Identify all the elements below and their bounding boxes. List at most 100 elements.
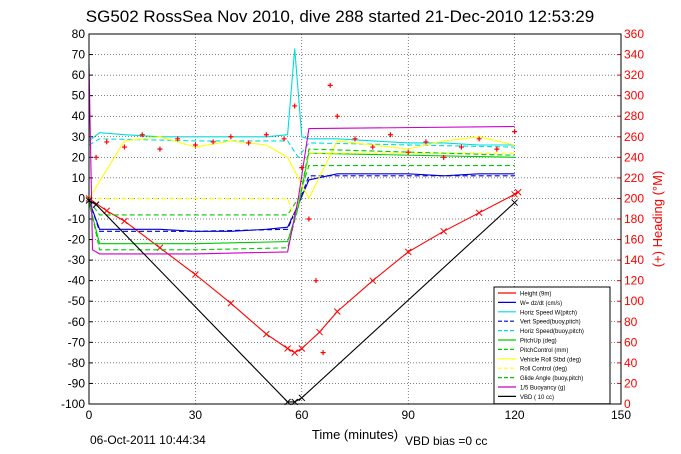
y-tick-label: 0	[78, 191, 85, 205]
right-y-tick-label: 60	[624, 335, 638, 349]
y-tick-label: 70	[72, 48, 86, 62]
right-y-tick-label: 180	[624, 212, 644, 226]
right-y-tick-label: 100	[624, 294, 644, 308]
heading-point	[476, 136, 482, 142]
series-marker	[192, 271, 199, 278]
y-tick-label: 20	[72, 150, 86, 164]
y-tick-label: -90	[68, 376, 86, 390]
legend: Height (9m) W= dz/dt (cm/s) Horiz Speed W(…	[493, 286, 611, 405]
heading-point	[441, 154, 447, 160]
series-marker	[514, 188, 522, 196]
right-y-tick-label: 280	[624, 109, 644, 123]
x-tick-label: 90	[402, 408, 416, 422]
right-y-tick-label: 160	[624, 233, 644, 247]
legend-box	[493, 286, 611, 405]
legend-label: Vehicle Roll Stbd (deg)	[520, 357, 581, 363]
heading-point	[192, 142, 198, 148]
series-marker	[227, 299, 235, 307]
legend-label: PitchUp (deg)	[520, 339, 557, 345]
y-tick-label: -80	[68, 356, 86, 370]
plot-frame	[88, 33, 622, 405]
x-tick-label: 0	[86, 408, 93, 422]
chart-title: SG502 RossSea Nov 2010, dive 288 started…	[86, 7, 594, 26]
legend-label: 1/5 Buoyancy (g)	[520, 386, 565, 392]
heading-point	[387, 132, 393, 138]
y-tick-label: -50	[68, 294, 86, 308]
heading-point	[334, 113, 340, 119]
heading-point	[458, 144, 464, 150]
series-marker	[333, 308, 341, 315]
right-y-tick-label: 300	[624, 89, 644, 103]
y-tick-label: 50	[72, 89, 86, 103]
series-marker	[404, 248, 412, 256]
vbd-bias-footer: VBD bias =0 cc	[405, 434, 487, 448]
legend-label: PitchControl (mm)	[520, 348, 568, 354]
right-y-tick-label: 20	[624, 376, 638, 390]
legend-label: W= dz/dt (cm/s)	[520, 301, 562, 307]
x-tick-label: 120	[505, 408, 525, 422]
series-marker	[298, 394, 306, 402]
right-y-tick-label: 200	[624, 191, 644, 205]
heading-point	[228, 134, 234, 140]
heading-point	[299, 165, 305, 171]
y-tick-label: -10	[68, 212, 86, 226]
right-y-tick-label: 0	[624, 397, 631, 411]
series-line	[88, 165, 515, 216]
heading-point	[281, 136, 287, 142]
series-line	[88, 138, 515, 159]
y-tick-label: 40	[72, 109, 86, 123]
y-tick-label: 60	[72, 68, 86, 82]
y-tick-label: -60	[68, 315, 86, 329]
tick-labels: 0 30 60 90 120 15080706050403020100-10-20-30-…	[61, 27, 644, 422]
heading-point	[210, 139, 216, 145]
heading-point	[93, 154, 99, 160]
heading-point	[370, 144, 376, 150]
heading-point	[104, 139, 110, 145]
legend-label: Horiz Speed(buoy,pitch)	[520, 329, 584, 335]
legend-label: Vert Speed(buoy,pitch)	[520, 320, 581, 326]
right-y-tick-label: 120	[624, 274, 644, 288]
legend-label: Horiz Speed W(pitch)	[520, 310, 577, 316]
series-marker	[316, 328, 323, 336]
series-marker	[511, 190, 518, 198]
heading-point	[157, 146, 163, 152]
legend-label: VBD ( 10 cc)	[520, 395, 554, 401]
series-marker	[284, 345, 291, 352]
series-marker	[298, 345, 306, 352]
series-marker	[440, 227, 448, 235]
y-tick-label: -100	[61, 397, 85, 411]
heading-point	[405, 149, 411, 155]
series-line	[88, 148, 515, 251]
legend-label: Height (9m)	[520, 292, 551, 298]
heading-point	[121, 144, 127, 150]
right-y-tick-label: 360	[624, 27, 644, 41]
y-tick-label: -40	[68, 274, 86, 288]
heading-point	[494, 146, 500, 152]
heading-point	[306, 216, 312, 222]
timestamp-footer: 06-Oct-2011 10:44:34	[90, 433, 206, 447]
y-tick-label: 30	[72, 130, 86, 144]
series-line	[88, 48, 515, 146]
series-line	[88, 152, 515, 245]
right-y-tick-label: 320	[624, 68, 644, 82]
series-marker	[511, 199, 518, 206]
right-y-axis-label: (+) Heading (°M)	[650, 171, 665, 268]
series-group	[85, 48, 522, 406]
x-tick-label: 30	[189, 408, 203, 422]
right-y-tick-label: 220	[624, 171, 644, 185]
series-marker	[92, 201, 100, 208]
y-tick-label: -20	[68, 233, 86, 247]
x-tick-label: 60	[295, 408, 309, 422]
x-tick-label: 150	[611, 408, 631, 422]
x-axis-label: Time (minutes)	[312, 427, 398, 442]
heading-point	[352, 136, 358, 142]
series-line	[88, 175, 515, 232]
heading-point	[423, 139, 429, 145]
heading-point	[313, 278, 319, 284]
heading-point	[320, 350, 326, 356]
y-tick-label: 10	[72, 171, 86, 185]
right-y-tick-label: 340	[624, 48, 644, 62]
series-marker	[475, 209, 483, 217]
right-y-tick-label: 140	[624, 253, 644, 267]
